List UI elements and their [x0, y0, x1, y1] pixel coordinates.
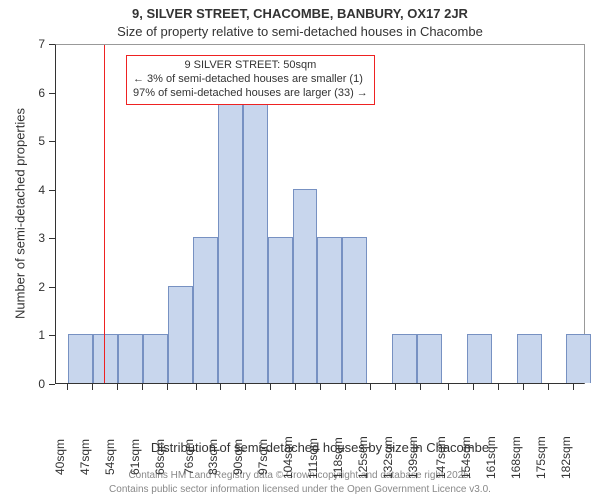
histogram-bar [417, 334, 442, 383]
histogram-bar [93, 334, 118, 383]
x-tick-label: 139sqm [406, 439, 420, 479]
x-tick-label: 168sqm [509, 439, 523, 479]
x-tick [167, 384, 168, 390]
histogram-bar [143, 334, 168, 383]
y-tick-label: 5 [0, 134, 45, 148]
x-tick [320, 384, 321, 390]
chart-container: { "titles": { "line1": "9, SILVER STREET… [0, 0, 600, 500]
x-tick [395, 384, 396, 390]
y-tick-label: 3 [0, 231, 45, 245]
y-tick-label: 6 [0, 86, 45, 100]
x-tick-label: 118sqm [331, 439, 345, 479]
histogram-bar [317, 237, 342, 383]
y-tick [49, 190, 55, 191]
x-tick-label: 161sqm [484, 439, 498, 479]
histogram-bar [193, 237, 218, 383]
x-tick-label: 68sqm [153, 439, 167, 479]
x-tick-label: 147sqm [434, 439, 448, 479]
y-tick-label: 7 [0, 37, 45, 51]
x-tick [370, 384, 371, 390]
x-tick-label: 83sqm [206, 439, 220, 479]
histogram-bar [566, 334, 591, 383]
x-tick [270, 384, 271, 390]
x-tick-label: 125sqm [356, 439, 370, 479]
x-tick [196, 384, 197, 390]
x-tick [117, 384, 118, 390]
y-tick-label: 1 [0, 328, 45, 342]
histogram-bar [517, 334, 542, 383]
histogram-bar [218, 92, 243, 383]
y-tick [49, 287, 55, 288]
histogram-bar [243, 92, 268, 383]
y-tick [49, 384, 55, 385]
histogram-bar [168, 286, 193, 383]
x-tick-label: 104sqm [281, 439, 295, 479]
x-tick-label: 97sqm [256, 439, 270, 479]
x-tick-label: 175sqm [534, 439, 548, 479]
annotation-line1: 9 SILVER STREET: 50sqm [133, 59, 368, 73]
annotation-box: 9 SILVER STREET: 50sqm← 3% of semi-detac… [126, 55, 375, 105]
y-tick-label: 2 [0, 280, 45, 294]
histogram-bar [467, 334, 492, 383]
x-tick [448, 384, 449, 390]
x-tick [345, 384, 346, 390]
x-tick [245, 384, 246, 390]
x-tick-label: 154sqm [459, 439, 473, 479]
x-tick-label: 61sqm [128, 439, 142, 479]
y-tick-label: 4 [0, 183, 45, 197]
x-tick-label: 47sqm [78, 439, 92, 479]
x-tick [142, 384, 143, 390]
x-tick [67, 384, 68, 390]
y-tick-label: 0 [0, 377, 45, 391]
credits-line2: Contains public sector information licen… [0, 484, 600, 495]
x-tick-label: 90sqm [231, 439, 245, 479]
x-tick [548, 384, 549, 390]
y-tick [49, 238, 55, 239]
histogram-bar [268, 237, 293, 383]
x-tick-label: 54sqm [103, 439, 117, 479]
x-tick [523, 384, 524, 390]
y-tick [49, 141, 55, 142]
y-tick [49, 93, 55, 94]
chart-title-line1: 9, SILVER STREET, CHACOMBE, BANBURY, OX1… [0, 6, 600, 21]
x-tick-label: 182sqm [559, 439, 573, 479]
x-tick-label: 111sqm [306, 439, 320, 479]
x-tick [473, 384, 474, 390]
plot-area: 9 SILVER STREET: 50sqm← 3% of semi-detac… [55, 44, 585, 384]
x-tick-label: 132sqm [381, 439, 395, 479]
x-tick [420, 384, 421, 390]
histogram-bar [68, 334, 93, 383]
histogram-bar [293, 189, 318, 383]
x-tick [498, 384, 499, 390]
histogram-bar [342, 237, 367, 383]
histogram-bar [118, 334, 143, 383]
marker-line [104, 45, 105, 383]
y-tick [49, 44, 55, 45]
x-tick [573, 384, 574, 390]
histogram-bar [392, 334, 417, 383]
annotation-line3: 97% of semi-detached houses are larger (… [133, 87, 368, 101]
y-tick [49, 335, 55, 336]
x-tick-label: 40sqm [53, 439, 67, 479]
x-tick-label: 76sqm [182, 439, 196, 479]
annotation-line2: ← 3% of semi-detached houses are smaller… [133, 73, 368, 87]
chart-title-line2: Size of property relative to semi-detach… [0, 24, 600, 39]
x-tick [220, 384, 221, 390]
x-tick [295, 384, 296, 390]
x-tick [92, 384, 93, 390]
